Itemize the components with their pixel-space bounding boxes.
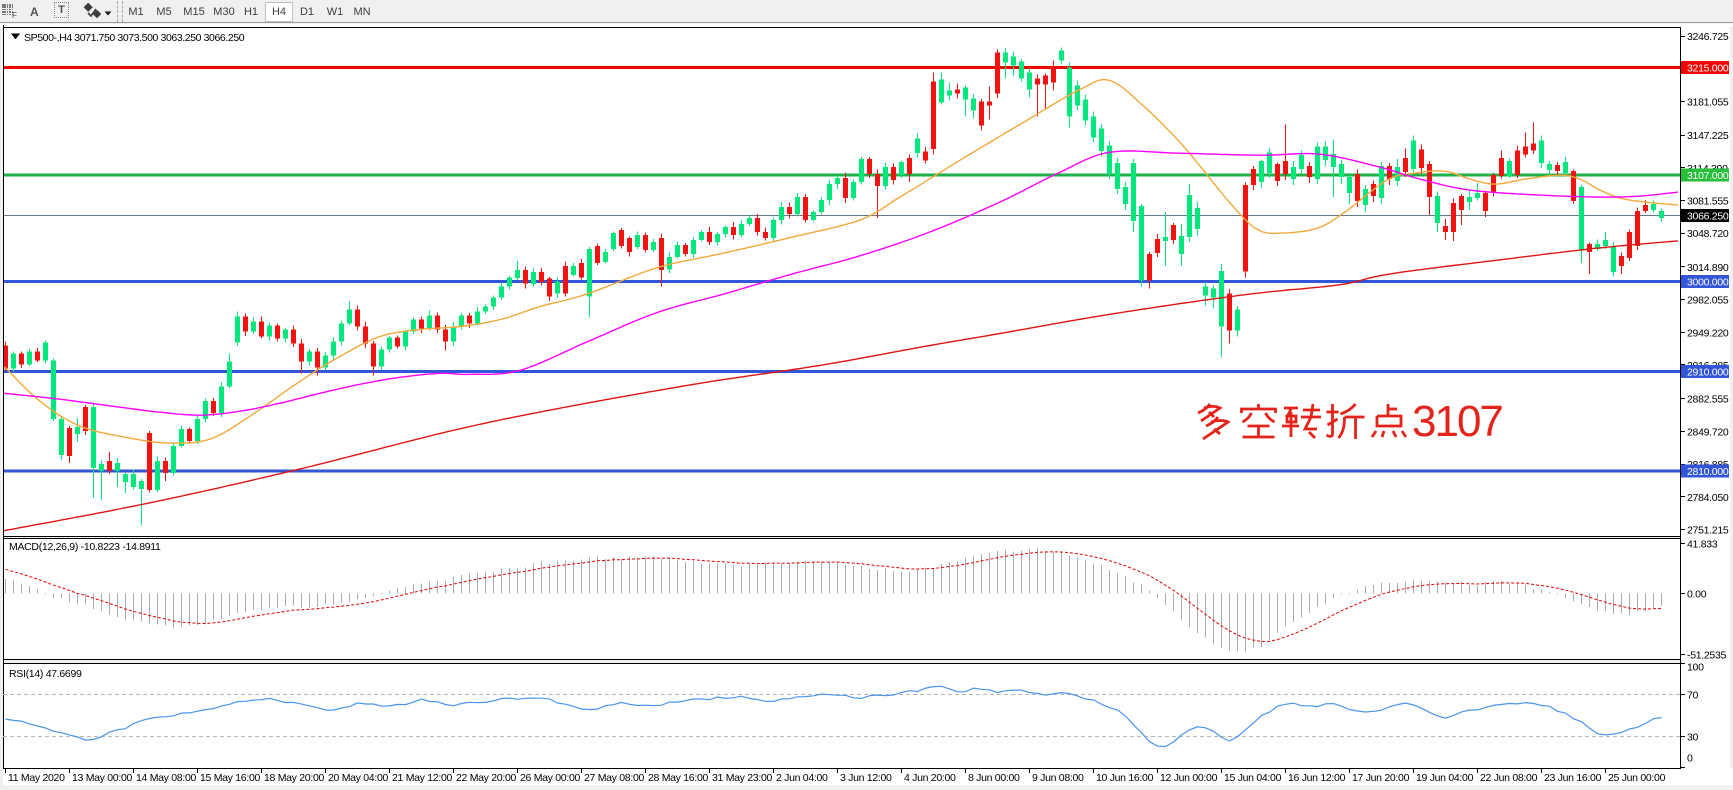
svg-text:RSI(14) 47.6699: RSI(14) 47.6699 — [9, 668, 82, 680]
svg-text:3066.250: 3066.250 — [1687, 211, 1729, 223]
svg-text:4 Jun 20:00: 4 Jun 20:00 — [904, 772, 956, 784]
svg-text:19 Jun 04:00: 19 Jun 04:00 — [1416, 772, 1474, 784]
svg-text:2784.050: 2784.050 — [1687, 492, 1729, 504]
svg-text:2982.055: 2982.055 — [1687, 295, 1729, 307]
svg-text:100: 100 — [1687, 662, 1704, 674]
svg-text:2882.555: 2882.555 — [1687, 394, 1729, 406]
svg-text:MACD(12,26,9) -10.8223 -14.891: MACD(12,26,9) -10.8223 -14.8911 — [9, 541, 161, 553]
svg-text:22 May 20:00: 22 May 20:00 — [456, 772, 516, 784]
svg-text:3181.055: 3181.055 — [1687, 96, 1729, 108]
svg-text:8 Jun 00:00: 8 Jun 00:00 — [968, 772, 1020, 784]
svg-text:18 May 20:00: 18 May 20:00 — [264, 772, 324, 784]
svg-text:27 May 08:00: 27 May 08:00 — [584, 772, 644, 784]
svg-text:3 Jun 12:00: 3 Jun 12:00 — [840, 772, 892, 784]
svg-text:3014.890: 3014.890 — [1687, 262, 1729, 274]
svg-text:3107.000: 3107.000 — [1687, 170, 1729, 182]
svg-text:2949.220: 2949.220 — [1687, 327, 1729, 339]
svg-text:41.833: 41.833 — [1687, 538, 1718, 550]
svg-text:-51.2535: -51.2535 — [1687, 650, 1727, 662]
svg-text:2751.215: 2751.215 — [1687, 525, 1729, 537]
svg-text:3246.725: 3246.725 — [1687, 31, 1729, 43]
svg-text:25 Jun 00:00: 25 Jun 00:00 — [1608, 772, 1666, 784]
svg-text:3147.225: 3147.225 — [1687, 130, 1729, 142]
svg-text:3107: 3107 — [1412, 397, 1502, 446]
svg-text:30: 30 — [1687, 732, 1699, 744]
svg-text:17 Jun 20:00: 17 Jun 20:00 — [1352, 772, 1410, 784]
svg-text:26 May 00:00: 26 May 00:00 — [520, 772, 580, 784]
svg-text:3081.555: 3081.555 — [1687, 196, 1729, 208]
svg-text:10 Jun 16:00: 10 Jun 16:00 — [1096, 772, 1154, 784]
svg-text:23 Jun 16:00: 23 Jun 16:00 — [1544, 772, 1602, 784]
svg-text:0.00: 0.00 — [1687, 588, 1707, 600]
svg-text:0: 0 — [1687, 753, 1693, 765]
svg-text:2810.000: 2810.000 — [1687, 466, 1729, 478]
svg-text:14 May 08:00: 14 May 08:00 — [136, 772, 196, 784]
svg-text:15 May 16:00: 15 May 16:00 — [200, 772, 260, 784]
svg-text:13 May 00:00: 13 May 00:00 — [72, 772, 132, 784]
svg-text:11 May 2020: 11 May 2020 — [8, 772, 65, 784]
svg-text:3048.720: 3048.720 — [1687, 228, 1729, 240]
svg-text:16 Jun 12:00: 16 Jun 12:00 — [1288, 772, 1346, 784]
svg-text:9 Jun 08:00: 9 Jun 08:00 — [1032, 772, 1084, 784]
svg-text:22 Jun 08:00: 22 Jun 08:00 — [1480, 772, 1538, 784]
svg-text:2849.720: 2849.720 — [1687, 426, 1729, 438]
svg-text:2910.000: 2910.000 — [1687, 366, 1729, 378]
svg-text:31 May 23:00: 31 May 23:00 — [712, 772, 772, 784]
svg-text:20 May 04:00: 20 May 04:00 — [328, 772, 388, 784]
svg-text:2 Jun 04:00: 2 Jun 04:00 — [776, 772, 828, 784]
svg-text:12 Jun 00:00: 12 Jun 00:00 — [1160, 772, 1218, 784]
svg-text:SP500-,H4 3071.750 3073.500 3: SP500-,H4 3071.750 3073.500 3063.250 306… — [24, 32, 245, 44]
svg-text:21 May 12:00: 21 May 12:00 — [392, 772, 452, 784]
svg-text:28 May 16:00: 28 May 16:00 — [648, 772, 708, 784]
svg-text:15 Jun 04:00: 15 Jun 04:00 — [1224, 772, 1282, 784]
svg-text:70: 70 — [1687, 690, 1699, 702]
svg-text:3215.000: 3215.000 — [1687, 63, 1729, 75]
svg-text:3000.000: 3000.000 — [1687, 277, 1729, 289]
